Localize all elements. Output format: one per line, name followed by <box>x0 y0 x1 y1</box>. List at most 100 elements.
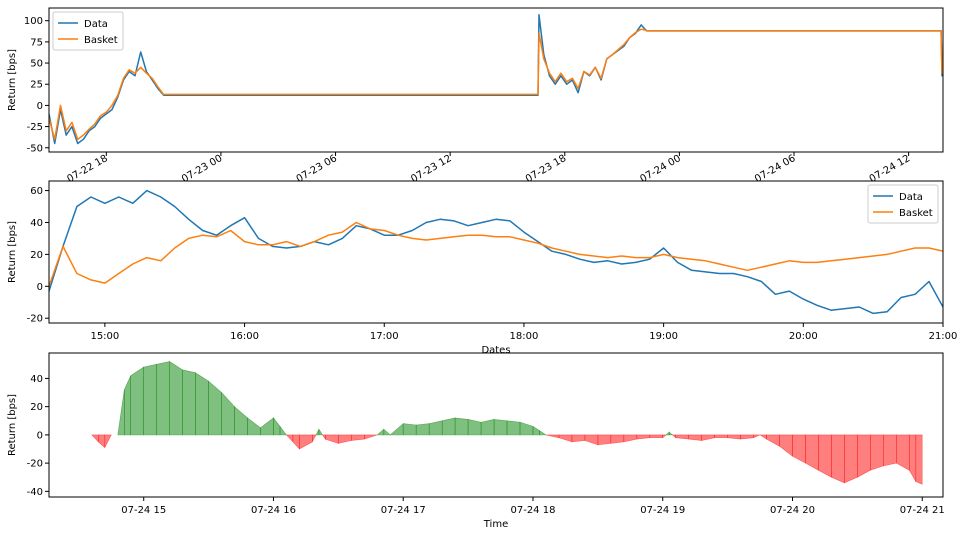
y-tick-label: -25 <box>27 122 43 133</box>
y-tick-label: 20 <box>30 402 43 413</box>
negative-area-segment <box>792 434 806 464</box>
positive-area-segment <box>143 363 157 436</box>
series-line-data <box>49 189 943 315</box>
negative-area-segment <box>98 434 106 449</box>
positive-area-segment <box>273 417 281 436</box>
plot-frame <box>48 352 944 498</box>
positive-area-segment <box>402 423 417 436</box>
negative-area-segment <box>915 434 923 485</box>
y-tick-label: 40 <box>30 218 43 229</box>
y-tick-label: -40 <box>27 487 43 498</box>
positive-area-segment <box>493 419 508 436</box>
positive-area-segment <box>169 360 183 436</box>
y-tick-label: -20 <box>27 459 43 470</box>
y-tick-label: 75 <box>30 37 43 48</box>
negative-area-segment <box>350 434 365 441</box>
positive-area-segment <box>467 419 482 436</box>
negative-area-segment <box>337 434 352 444</box>
x-tick-label: 19:00 <box>649 331 678 342</box>
x-tick-label: 07-24 15 <box>121 505 166 516</box>
y-tick-label: 0 <box>37 101 43 112</box>
negative-area-segment <box>104 434 112 448</box>
positive-area-segment <box>454 417 469 436</box>
negative-area-segment <box>671 434 677 439</box>
positive-area-segment <box>428 420 443 436</box>
series-line-data <box>49 14 943 145</box>
positive-area-segment <box>247 417 261 436</box>
series-line-basket <box>49 28 943 141</box>
negative-area-segment <box>895 434 910 471</box>
y-tick-label: 50 <box>30 59 43 70</box>
y-axis-label: Return [bps] <box>7 221 18 283</box>
legend-label-data: Data <box>84 19 108 30</box>
x-tick-label: 17:00 <box>370 331 399 342</box>
negative-area-segment <box>610 434 625 444</box>
legend-label-data: Data <box>899 192 923 203</box>
legend-frame <box>867 184 939 224</box>
positive-area-segment <box>539 430 547 436</box>
negative-area-segment <box>805 434 819 471</box>
chart-1: -50 -25 0 25 50 75 100 07-22 18 07-23 00 07-23 06… <box>7 7 944 185</box>
positive-area-segment <box>376 428 385 436</box>
negative-area-segment <box>322 434 326 441</box>
positive-area-segment <box>182 369 196 436</box>
legend-frame <box>52 11 124 51</box>
y-axis-label: Return [bps] <box>7 49 18 111</box>
negative-area-segment <box>714 434 728 439</box>
x-tick-label: 21:00 <box>929 331 958 342</box>
plot-area <box>91 360 923 485</box>
x-tick-label: 07-24 00 <box>638 153 682 185</box>
negative-area-segment <box>292 434 300 450</box>
y-tick-label: 60 <box>30 186 43 197</box>
positive-area-segment <box>383 428 392 436</box>
negative-area-segment <box>753 434 761 439</box>
x-tick-label: 07-22 18 <box>65 153 109 185</box>
y-tick-label: -50 <box>27 143 43 154</box>
x-tick-label: 07-23 06 <box>295 153 339 185</box>
positive-area-segment <box>260 417 274 436</box>
negative-area-segment <box>758 434 767 440</box>
positive-area-segment <box>506 420 521 436</box>
y-tick-label: 100 <box>24 16 43 27</box>
legend: Data Basket <box>867 184 939 224</box>
negative-area-segment <box>766 434 780 447</box>
x-tick-label: 07-23 00 <box>180 153 224 185</box>
x-tick-label: 07-24 18 <box>510 505 555 516</box>
y-tick-label: 20 <box>30 250 43 261</box>
negative-area-segment <box>831 434 845 484</box>
negative-area-segment <box>869 434 884 471</box>
y-axis-label: Return [bps] <box>7 394 18 456</box>
negative-area-segment <box>584 434 599 446</box>
legend: Data Basket <box>52 11 124 51</box>
x-tick-label: 07-24 06 <box>753 153 797 185</box>
legend-label-basket: Basket <box>84 35 118 46</box>
legend-label-basket: Basket <box>899 208 933 219</box>
x-tick-label: 07-24 12 <box>868 153 912 185</box>
negative-area-segment <box>818 434 832 478</box>
negative-area-segment <box>558 434 573 443</box>
negative-area-segment <box>649 434 664 439</box>
chart-2: -20 0 20 40 60 15:00 16:00 17:00 18:00 19:00 20:00… <box>7 180 958 356</box>
plot-frame <box>48 180 944 324</box>
negative-area-segment <box>299 434 313 450</box>
positive-area-segment <box>221 391 235 436</box>
positive-area-segment <box>668 431 674 436</box>
negative-area-segment <box>908 434 917 483</box>
negative-area-segment <box>727 434 741 440</box>
y-tick-label: 25 <box>30 80 43 91</box>
x-tick-label: 16:00 <box>230 331 259 342</box>
x-tick-label: 07-24 19 <box>640 505 685 516</box>
positive-area-segment <box>532 425 540 436</box>
y-tick-label: 0 <box>37 282 43 293</box>
negative-area-segment <box>675 434 690 440</box>
negative-area-segment <box>91 434 99 443</box>
y-tick-label: -20 <box>27 314 43 325</box>
plot-area <box>49 189 943 315</box>
positive-area-segment <box>519 421 534 436</box>
plot-frame <box>48 7 944 153</box>
positive-area-segment <box>208 380 222 436</box>
x-tick-label: 07-24 16 <box>251 505 296 516</box>
x-tick-label: 07-23 18 <box>524 153 568 185</box>
chart-3: -40 -20 0 20 40 07-24 15 07-24 16 07-24 17 07-24… <box>7 352 945 530</box>
